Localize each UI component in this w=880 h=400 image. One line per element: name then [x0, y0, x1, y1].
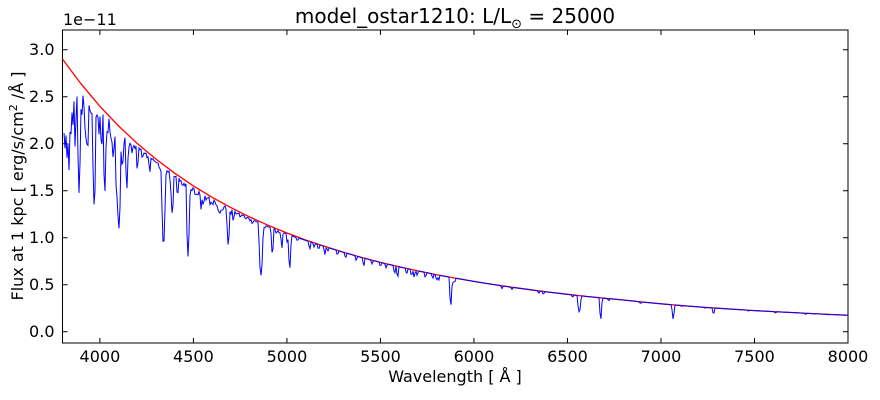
y-tick-label: 0.5 [29, 275, 54, 294]
x-tick-label: 7500 [734, 347, 775, 366]
y-tick-label: 3.0 [29, 40, 54, 59]
x-tick-label: 5500 [360, 347, 401, 366]
x-tick-label: 6000 [454, 347, 495, 366]
plot-title-text: model_ostar1210: L/L [294, 4, 512, 28]
x-tick-label: 4000 [80, 347, 121, 366]
superscript-2: 2 [7, 104, 20, 112]
axes-frame [62, 29, 849, 344]
y-tick-label: 2.0 [29, 134, 54, 153]
y-tick-label: 1.0 [29, 228, 54, 247]
continuum-line [61, 58, 849, 316]
x-tick-label: 4500 [173, 347, 214, 366]
y-axis-label: Flux at 1 kpc [ erg/s/cm2 /Å ] [7, 71, 27, 301]
x-tick-label: 7000 [641, 347, 682, 366]
solar-symbol: ⊙ [511, 17, 523, 32]
y-tick-label: 2.5 [29, 87, 54, 106]
x-tick-label: 6500 [547, 347, 588, 366]
plot-title-value: = 25000 [522, 4, 616, 28]
y-tick-label: 1.5 [29, 181, 54, 200]
y-axis-offset-label: 1e−11 [63, 10, 117, 29]
y-tick-label: 0.0 [29, 322, 54, 341]
x-axis-label: Wavelength [ Å ] [388, 367, 522, 386]
plot-title: model_ostar1210: L/L⊙ = 25000 [62, 4, 848, 32]
x-tick-label: 8000 [828, 347, 869, 366]
x-tick-label: 5000 [267, 347, 308, 366]
spectrum-line [63, 95, 849, 319]
